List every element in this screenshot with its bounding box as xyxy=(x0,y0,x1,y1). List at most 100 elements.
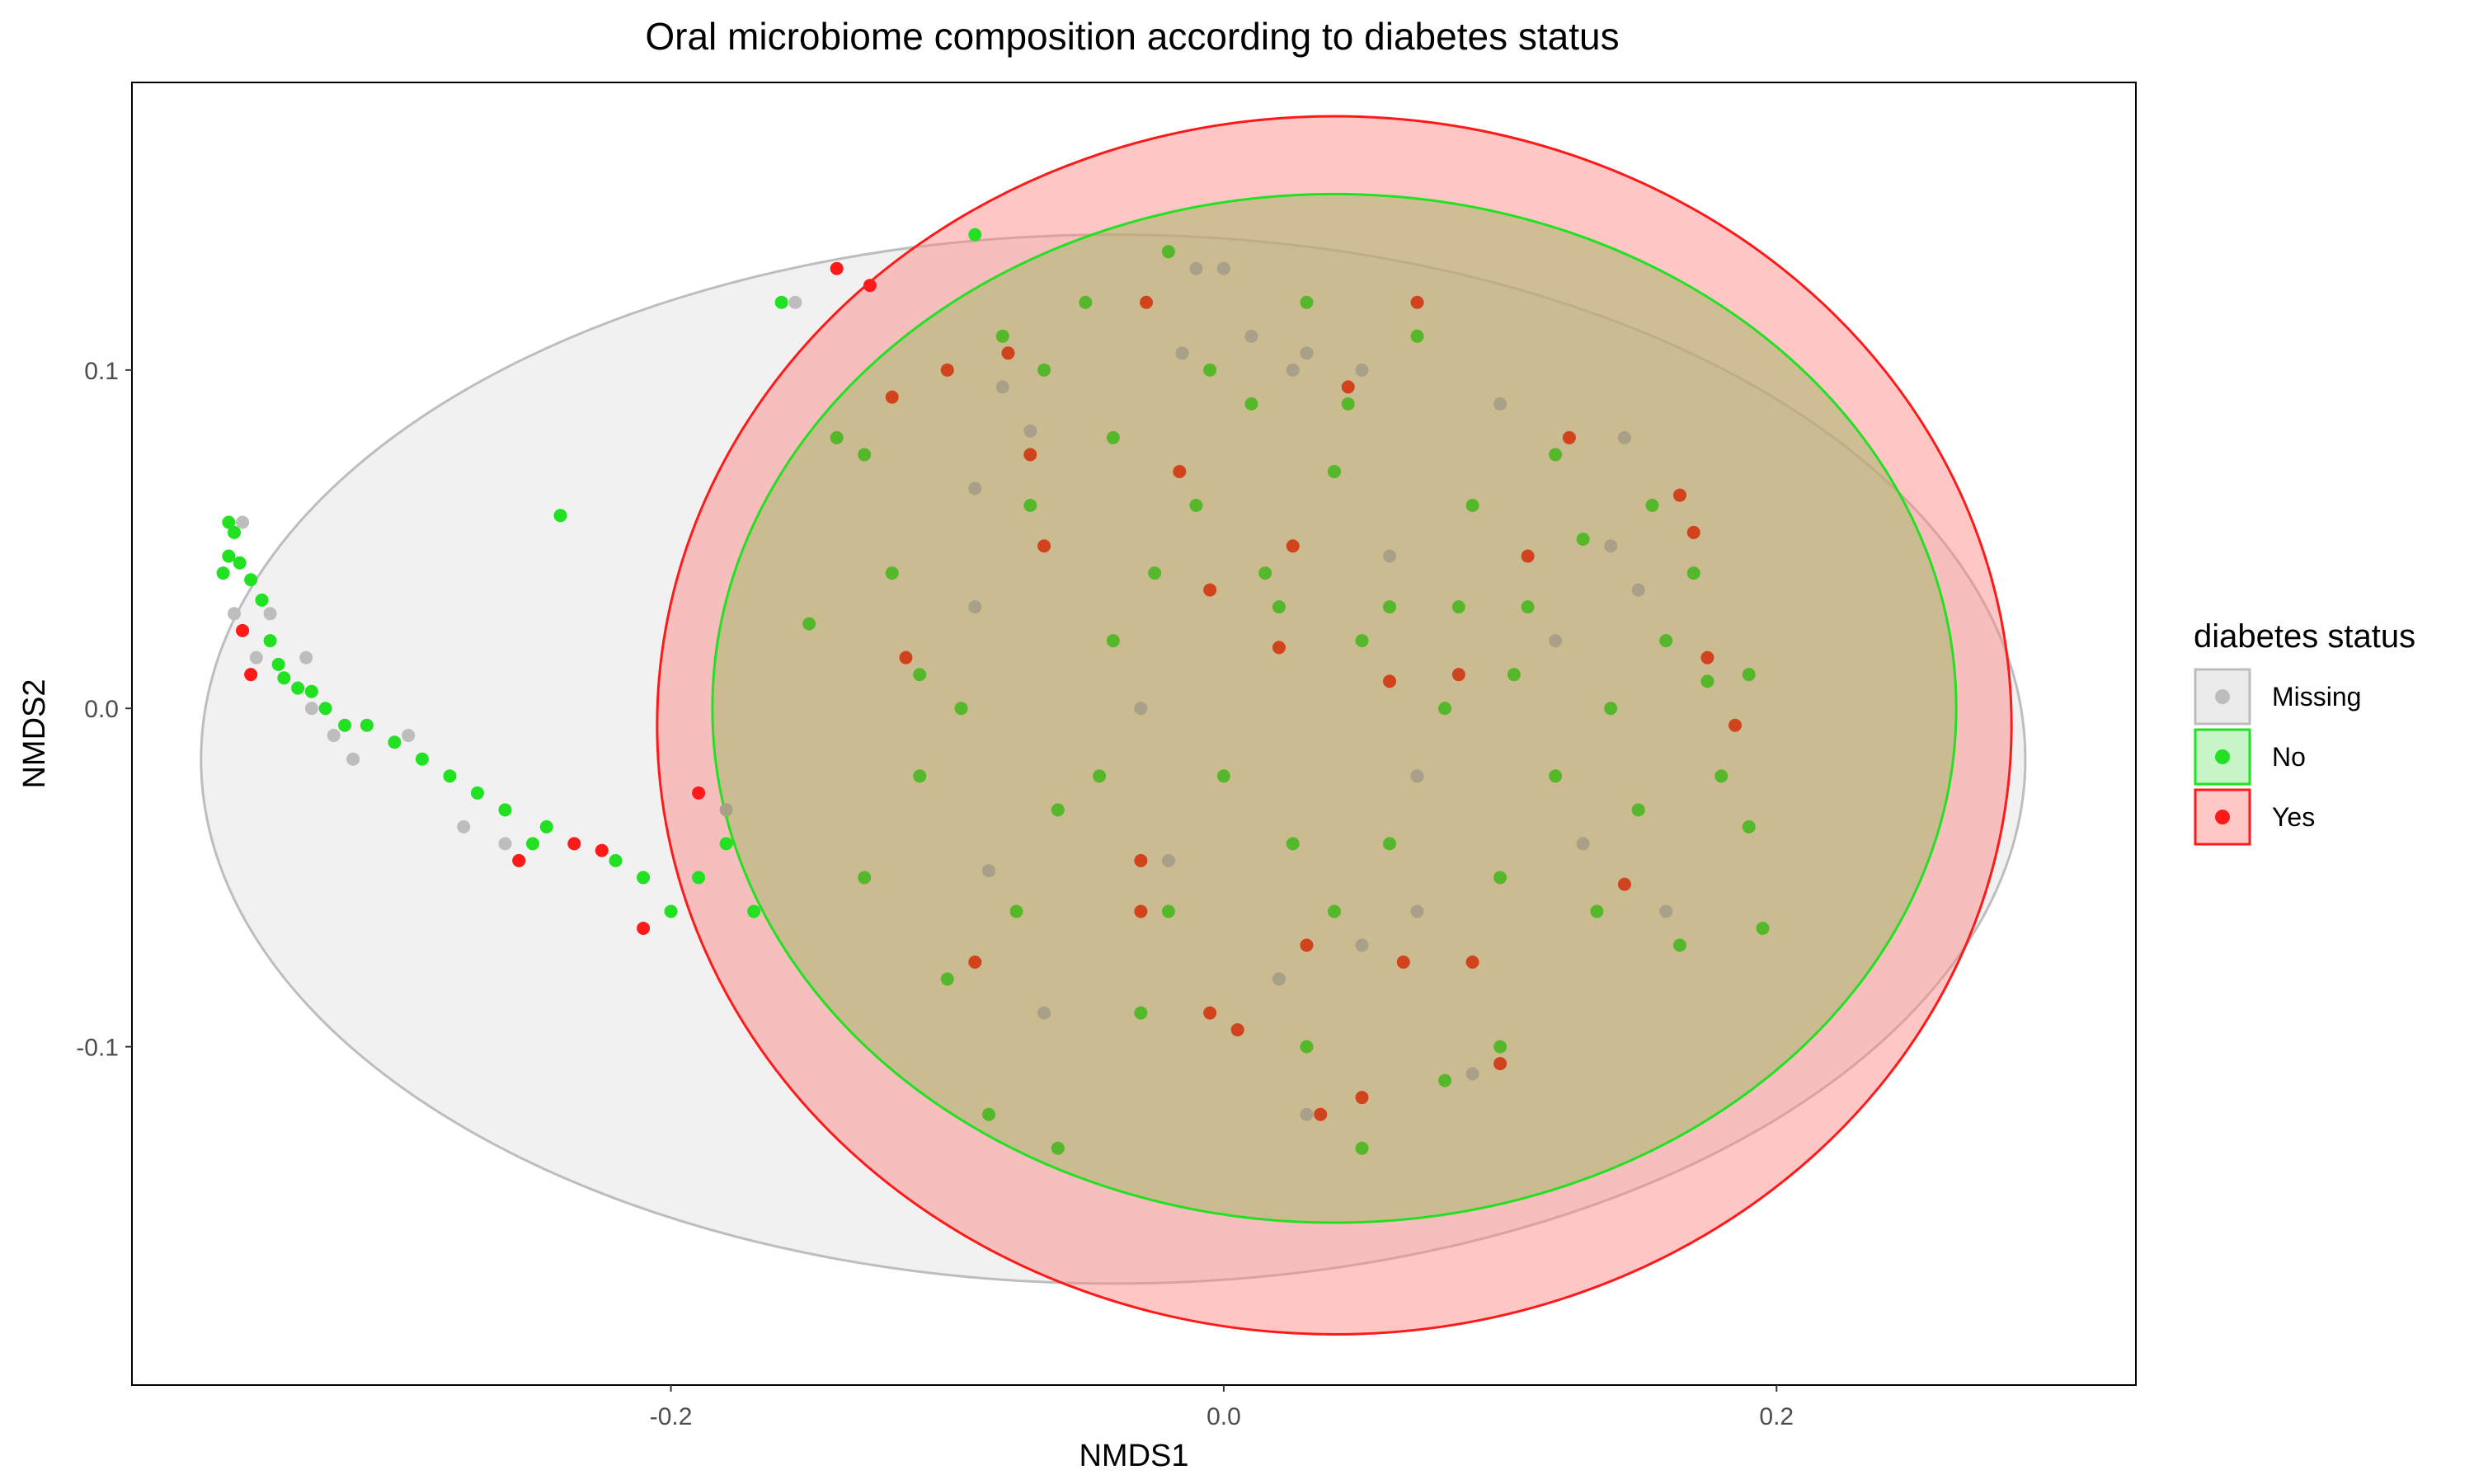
point-no-54 xyxy=(1438,702,1452,716)
point-missing-25 xyxy=(1272,972,1286,986)
point-missing-16 xyxy=(995,380,1009,394)
point-yes-7 xyxy=(830,261,844,275)
ellipse-no xyxy=(711,192,1958,1224)
point-no-64 xyxy=(1714,769,1729,783)
point-missing-0 xyxy=(228,607,242,621)
point-missing-29 xyxy=(1355,363,1369,377)
point-no-25 xyxy=(637,871,651,885)
point-no-67 xyxy=(1742,819,1756,834)
point-no-86 xyxy=(858,871,872,885)
point-no-8 xyxy=(271,657,285,671)
point-yes-19 xyxy=(1173,464,1187,478)
point-missing-33 xyxy=(1410,904,1424,918)
point-no-62 xyxy=(1659,634,1673,648)
point-yes-21 xyxy=(1230,1023,1244,1037)
point-no-46 xyxy=(1216,769,1230,783)
point-missing-21 xyxy=(1175,346,1189,360)
point-no-63 xyxy=(1686,566,1700,580)
point-yes-20 xyxy=(1203,583,1217,597)
point-missing-24 xyxy=(1244,329,1258,343)
point-no-58 xyxy=(1549,769,1563,783)
point-no-16 xyxy=(415,752,429,766)
point-no-0 xyxy=(222,515,236,529)
point-missing-18 xyxy=(1037,1006,1051,1020)
legend-marker-no xyxy=(2215,749,2230,764)
point-no-35 xyxy=(913,668,927,682)
point-no-79 xyxy=(1161,904,1175,918)
point-missing-8 xyxy=(402,729,416,743)
chart-title: Oral microbiome composition according to… xyxy=(645,15,1619,58)
point-no-84 xyxy=(1590,904,1604,918)
point-yes-37 xyxy=(1729,718,1742,732)
point-yes-10 xyxy=(899,650,913,665)
point-missing-11 xyxy=(788,295,802,309)
point-no-23 xyxy=(553,509,567,523)
y-tick-label: 0.1 xyxy=(84,358,119,385)
point-yes-25 xyxy=(1341,380,1355,394)
point-no-1 xyxy=(228,525,242,539)
point-missing-27 xyxy=(1300,346,1314,360)
point-missing-32 xyxy=(1410,769,1424,783)
point-no-74 xyxy=(1493,1040,1507,1054)
legend: diabetes status Missing No Yes xyxy=(2194,618,2415,846)
point-no-59 xyxy=(1576,533,1590,547)
legend-label-missing: Missing xyxy=(2272,682,2361,711)
point-no-45 xyxy=(1189,498,1203,512)
point-yes-11 xyxy=(940,363,954,377)
point-missing-20 xyxy=(1161,853,1175,867)
point-no-27 xyxy=(692,871,706,885)
x-tick-label: 0.2 xyxy=(1759,1403,1794,1430)
point-no-26 xyxy=(664,904,678,918)
legend-marker-missing xyxy=(2215,689,2230,704)
point-yes-36 xyxy=(1672,488,1686,502)
point-no-14 xyxy=(360,718,374,732)
point-no-39 xyxy=(1023,498,1037,512)
point-yes-6 xyxy=(692,786,706,800)
point-missing-41 xyxy=(1659,904,1673,918)
point-no-81 xyxy=(1383,600,1397,614)
point-missing-4 xyxy=(299,650,313,665)
point-no-15 xyxy=(388,735,402,749)
point-no-11 xyxy=(304,684,318,698)
point-missing-31 xyxy=(1355,938,1369,952)
point-missing-2 xyxy=(249,650,263,665)
point-yes-18 xyxy=(1140,295,1154,309)
point-no-70 xyxy=(982,1107,996,1121)
point-yes-34 xyxy=(1617,877,1631,891)
point-no-65 xyxy=(1742,668,1756,682)
point-yes-28 xyxy=(1410,295,1424,309)
point-yes-23 xyxy=(1286,539,1300,553)
point-missing-28 xyxy=(1300,1107,1314,1121)
point-yes-15 xyxy=(1037,539,1051,553)
point-no-2 xyxy=(222,549,236,563)
point-no-7 xyxy=(263,634,277,648)
point-no-10 xyxy=(291,681,305,695)
legend-label-no: No xyxy=(2272,742,2306,772)
point-no-88 xyxy=(954,702,968,716)
point-no-19 xyxy=(498,803,512,817)
point-yes-12 xyxy=(968,956,982,970)
point-no-66 xyxy=(1756,921,1770,935)
point-no-24 xyxy=(609,853,623,867)
point-yes-9 xyxy=(885,390,899,404)
point-missing-40 xyxy=(1631,583,1645,597)
point-yes-16 xyxy=(1134,853,1148,867)
point-no-40 xyxy=(1051,803,1065,817)
point-yes-27 xyxy=(1396,956,1410,970)
point-no-72 xyxy=(1355,1141,1369,1155)
point-yes-3 xyxy=(567,837,581,851)
point-no-21 xyxy=(526,837,539,851)
point-no-49 xyxy=(1300,1040,1314,1054)
point-missing-34 xyxy=(1465,1067,1479,1081)
point-no-33 xyxy=(858,448,872,462)
point-no-89 xyxy=(1009,904,1023,918)
point-no-85 xyxy=(1645,498,1659,512)
point-no-44 xyxy=(1161,245,1175,259)
legend-title: diabetes status xyxy=(2194,618,2415,655)
x-tick-label: -0.2 xyxy=(650,1403,693,1430)
point-no-83 xyxy=(1507,668,1521,682)
point-no-5 xyxy=(244,573,258,587)
point-no-90 xyxy=(1037,363,1051,377)
point-yes-0 xyxy=(236,623,250,637)
point-yes-41 xyxy=(1300,938,1314,952)
